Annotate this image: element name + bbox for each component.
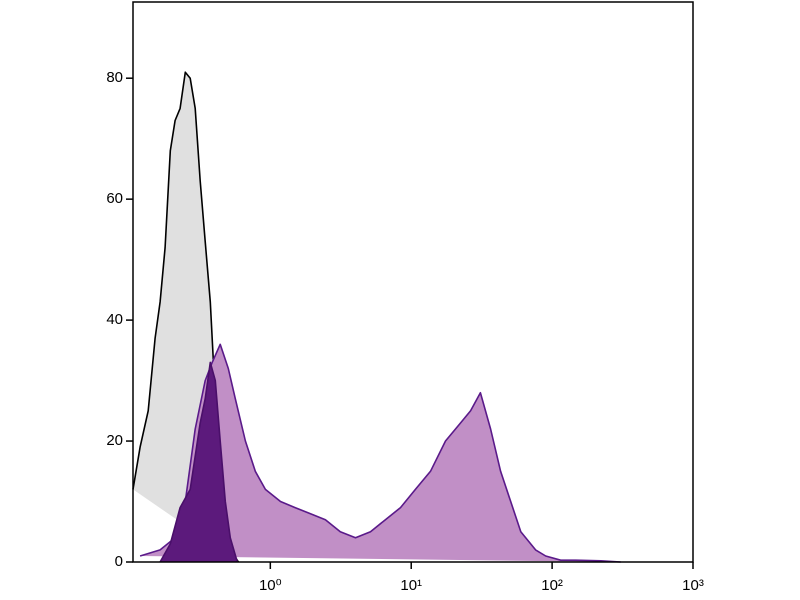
y-tick-label: 0 bbox=[115, 553, 123, 570]
plot-frame bbox=[132, 1, 694, 563]
x-tick-label: 10³ bbox=[682, 577, 704, 594]
histogram-area bbox=[159, 361, 239, 563]
x-tick-label: 10² bbox=[541, 577, 563, 594]
x-tick-label: 10¹ bbox=[400, 577, 422, 594]
y-tick-label: 40 bbox=[106, 311, 123, 328]
histogram-area bbox=[139, 343, 621, 563]
y-tick-label: 20 bbox=[106, 432, 123, 449]
y-tick-label: 60 bbox=[106, 190, 123, 207]
x-tick-label: 10⁰ bbox=[259, 577, 282, 594]
y-tick-label: 80 bbox=[106, 69, 123, 86]
